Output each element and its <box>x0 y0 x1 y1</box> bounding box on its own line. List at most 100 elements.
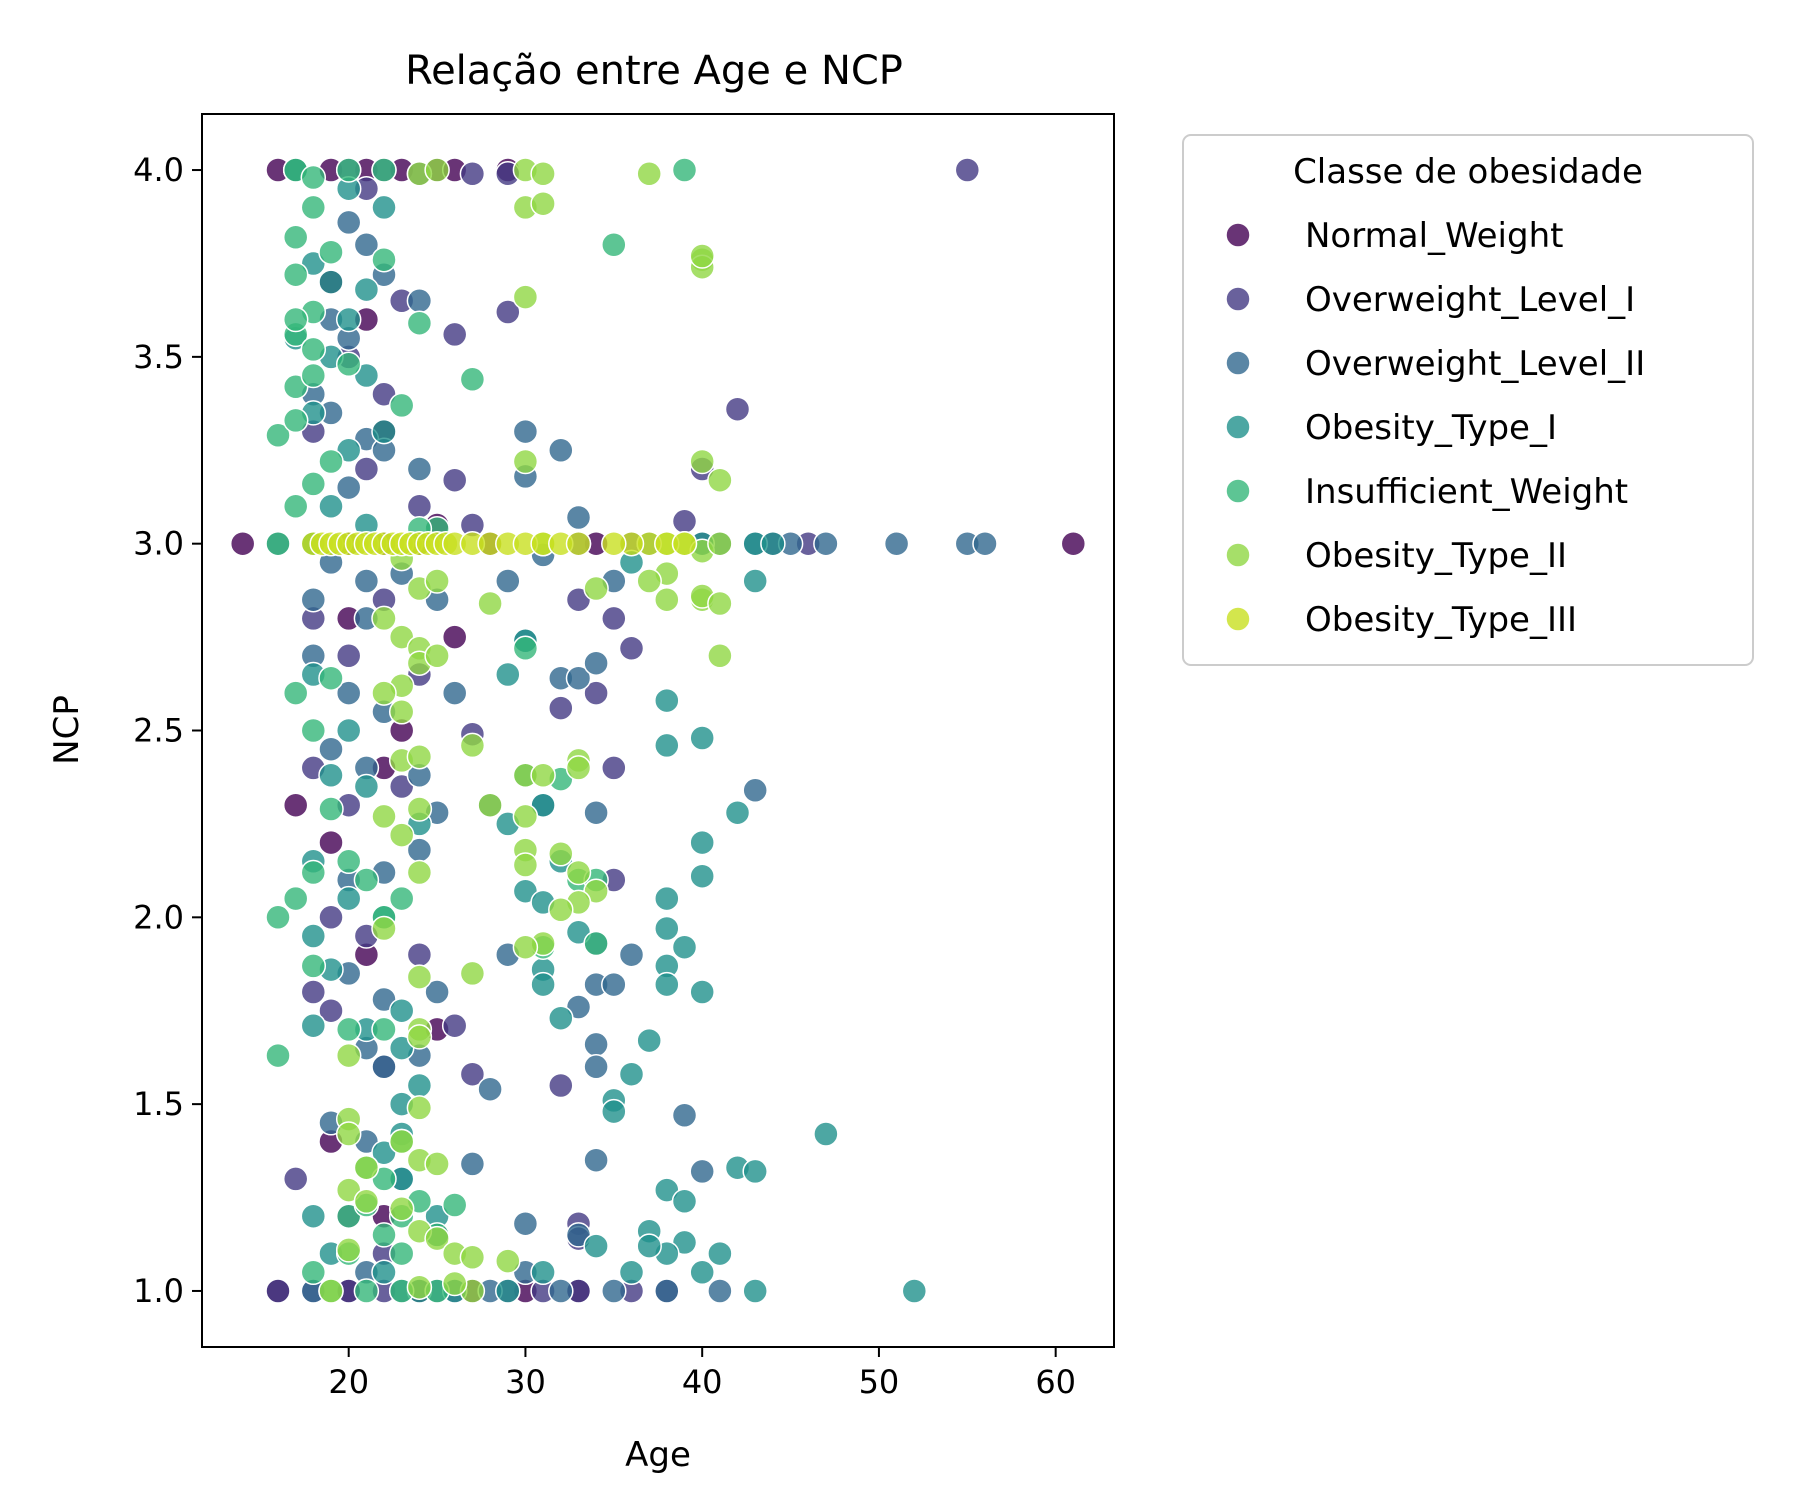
scatter-point-Overweight_Level_II <box>477 1076 503 1102</box>
scatter-point-Overweight_Level_I <box>459 161 486 187</box>
scatter-point-Obesity_Type_I <box>318 762 344 789</box>
scatter-point-Obesity_Type_II <box>512 803 539 830</box>
scatter-point-Overweight_Level_II <box>406 456 433 482</box>
scatter-point-Insufficient_Weight <box>282 885 309 912</box>
scatter-point-Obesity_Type_II <box>565 755 592 781</box>
scatter-point-Obesity_Type_II <box>548 841 574 867</box>
scatter-point-Obesity_Type_II <box>335 1237 362 1263</box>
scatter-point-Overweight_Level_I <box>724 396 751 422</box>
scatter-point-Obesity_Type_II <box>477 792 503 818</box>
scatter-point-Obesity_Type_II <box>654 586 680 613</box>
scatter-point-Overweight_Level_II <box>548 437 574 464</box>
scatter-point-Overweight_Level_II <box>689 1158 715 1185</box>
scatter-point-Overweight_Level_II <box>353 232 380 258</box>
scatter-point-Obesity_Type_I <box>530 971 556 998</box>
legend-marker <box>1225 542 1251 568</box>
scatter-point-Obesity_Type_I <box>760 530 786 557</box>
scatter-point-Overweight_Level_II <box>883 530 910 557</box>
scatter-point-Insufficient_Weight <box>406 310 433 336</box>
scatter-point-Obesity_Type_I <box>300 1203 327 1229</box>
scatter-point-Obesity_Type_II <box>636 161 662 187</box>
scatter-point-Obesity_Type_I <box>548 1005 574 1031</box>
scatter-point-Overweight_Level_I <box>671 508 698 535</box>
scatter-point-Overweight_Level_II <box>742 777 768 804</box>
scatter-point-Overweight_Level_I <box>318 997 344 1024</box>
scatter-point-Obesity_Type_II <box>424 157 450 183</box>
legend-label: Obesity_Type_III <box>1305 600 1577 640</box>
scatter-point-Obesity_Type_II <box>565 859 592 886</box>
scatter-point-Insufficient_Weight <box>459 366 486 393</box>
scatter-point-Insufficient_Weight <box>265 530 291 557</box>
scatter-point-Insufficient_Weight <box>300 336 327 363</box>
scatter-point-Insufficient_Weight <box>300 1259 327 1286</box>
scatter-point-Insufficient_Weight <box>300 471 327 497</box>
scatter-point-Insufficient_Weight <box>335 1016 362 1043</box>
scatter-point-Obesity_Type_II <box>371 915 397 942</box>
scatter-point-Obesity_Type_I <box>901 1278 928 1304</box>
x-tick-label: 30 <box>505 1363 546 1401</box>
scatter-point-Overweight_Level_I <box>335 643 362 669</box>
scatter-point-Overweight_Level_I <box>265 1278 291 1304</box>
scatter-point-Overweight_Level_II <box>565 665 592 691</box>
scatter-point-Overweight_Level_I <box>548 695 574 721</box>
scatter-point-Overweight_Level_II <box>565 504 592 531</box>
scatter-point-Overweight_Level_I <box>459 1061 486 1087</box>
scatter-point-Insufficient_Weight <box>282 407 309 434</box>
scatter-point-Obesity_Type_II <box>530 190 556 217</box>
scatter-point-Insufficient_Weight <box>318 448 344 475</box>
scatter-point-Overweight_Level_II <box>495 568 521 594</box>
scatter-point-Insufficient_Weight <box>265 1042 291 1069</box>
scatter-point-Overweight_Level_II <box>671 1102 698 1129</box>
scatter-point-Obesity_Type_II <box>371 803 397 830</box>
scatter-point-Insufficient_Weight <box>282 306 309 333</box>
legend-label: Normal_Weight <box>1305 216 1563 256</box>
scatter-point-Overweight_Level_I <box>353 456 380 482</box>
scatter-point-Overweight_Level_II <box>318 736 344 762</box>
scatter-point-Insufficient_Weight <box>335 351 362 378</box>
scatter-point-Obesity_Type_II <box>424 643 450 669</box>
scatter-point-Obesity_Type_II <box>512 852 539 878</box>
scatter-point-Obesity_Type_III <box>671 530 698 557</box>
scatter-point-Obesity_Type_II <box>512 934 539 960</box>
scatter-point-Overweight_Level_II <box>459 1151 486 1177</box>
scatter-point-Overweight_Level_II <box>813 530 839 557</box>
scatter-point-Obesity_Type_I <box>371 194 397 221</box>
scatter-point-Obesity_Type_I <box>654 687 680 714</box>
legend-marker <box>1225 286 1251 312</box>
scatter-point-Obesity_Type_I <box>654 915 680 942</box>
scatter-point-Insufficient_Weight <box>335 157 362 183</box>
scatter-point-Insufficient_Weight <box>353 867 380 893</box>
scatter-point-Obesity_Type_II <box>459 1244 486 1271</box>
scatter-point-Overweight_Level_I <box>300 979 327 1005</box>
scatter-point-Insufficient_Weight <box>441 1192 468 1218</box>
legend-items: Normal_Weight Overweight_Level_I Overweigh… <box>1225 216 1645 640</box>
y-tick-label: 1.5 <box>133 1085 184 1123</box>
x-axis: 20 30 40 50 60 <box>328 1347 1076 1401</box>
scatter-point-Overweight_Level_II <box>583 1054 609 1080</box>
scatter-point-Overweight_Level_I <box>495 299 521 325</box>
scatter-point-Insufficient_Weight <box>371 246 397 273</box>
scatter-point-Obesity_Type_II <box>548 897 574 923</box>
scatter-point-Obesity_Type_I <box>618 1061 645 1087</box>
scatter-point-Overweight_Level_I <box>406 941 433 968</box>
scatter-point-Insufficient_Weight <box>300 194 327 221</box>
legend-marker <box>1225 606 1251 632</box>
scatter-point-Obesity_Type_II <box>388 822 415 848</box>
scatter-point-Obesity_Type_I <box>335 306 362 333</box>
scatter-point-Overweight_Level_II <box>512 418 539 445</box>
scatter-point-Obesity_Type_II <box>583 575 609 602</box>
scatter-point-Insufficient_Weight <box>318 796 344 822</box>
scatter-point-Overweight_Level_I <box>318 904 344 931</box>
x-tick-label: 60 <box>1035 1363 1076 1401</box>
legend-label: Overweight_Level_II <box>1305 344 1645 384</box>
x-axis-label: Age <box>625 1435 691 1475</box>
scatter-point-Overweight_Level_II <box>601 971 627 998</box>
scatter-point-Overweight_Level_II <box>441 680 468 706</box>
scatter-point-Overweight_Level_II <box>406 288 433 314</box>
scatter-point-Overweight_Level_II <box>548 1278 574 1304</box>
scatter-point-Insufficient_Weight <box>282 224 309 251</box>
scatter-point-Insufficient_Weight <box>371 1016 397 1043</box>
scatter-point-Obesity_Type_II <box>512 284 539 310</box>
scatter-point-Insufficient_Weight <box>300 953 327 979</box>
